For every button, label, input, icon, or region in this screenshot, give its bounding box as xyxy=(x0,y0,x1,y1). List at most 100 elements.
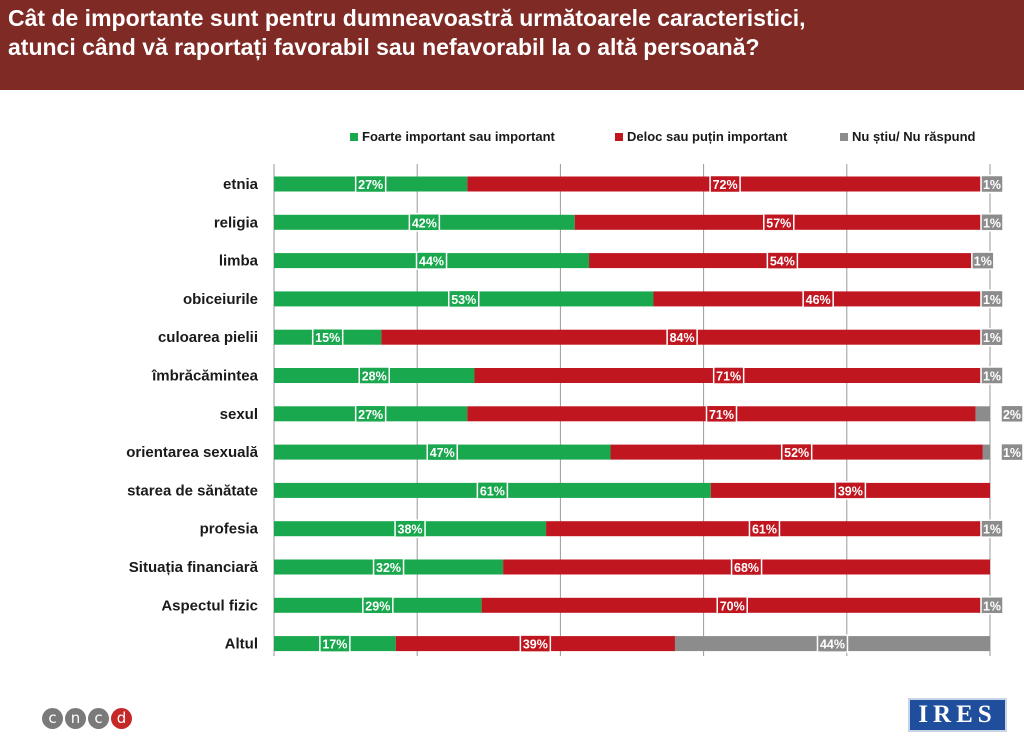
data-label: 1% xyxy=(983,599,1001,613)
data-label: 27% xyxy=(358,408,383,422)
data-label-box xyxy=(980,327,1004,347)
data-label-box xyxy=(709,174,741,194)
data-label-box xyxy=(763,213,795,232)
legend-label: Foarte important sau important xyxy=(362,129,556,144)
data-label: 53% xyxy=(451,293,476,307)
data-label-box xyxy=(705,404,738,424)
data-label-box xyxy=(519,634,552,653)
data-label: 57% xyxy=(766,216,791,230)
category-label: Aspectul fizic xyxy=(161,597,258,614)
data-label: 32% xyxy=(376,561,401,575)
legend-label: Deloc sau puțin important xyxy=(627,129,788,144)
data-label: 29% xyxy=(365,599,390,613)
data-label-box xyxy=(426,442,459,462)
data-label: 71% xyxy=(716,370,741,384)
category-label: orientarea sexuală xyxy=(126,444,258,461)
data-label-box xyxy=(394,519,426,538)
data-label-box xyxy=(816,634,849,653)
data-label: 39% xyxy=(523,638,548,652)
cncd-logo-letter: c xyxy=(88,708,109,729)
data-label: 72% xyxy=(713,178,738,192)
category-label: obiceiurile xyxy=(183,291,258,308)
category-label: etnia xyxy=(223,176,259,193)
data-label-box xyxy=(372,557,405,577)
data-label: 1% xyxy=(983,216,1001,230)
legend-swatch xyxy=(615,133,623,141)
bar-segment xyxy=(982,444,990,460)
header-banner: Cât de importante sunt pentru dumneavoas… xyxy=(0,0,1024,90)
data-label-box xyxy=(1000,442,1024,462)
data-label: 1% xyxy=(983,523,1001,537)
data-label-box xyxy=(415,251,448,270)
category-label: îmbrăcămintea xyxy=(151,368,259,385)
data-label-box xyxy=(980,519,1004,538)
data-label: 47% xyxy=(430,446,455,460)
data-label-box xyxy=(408,213,441,232)
data-label-box xyxy=(476,481,509,500)
cncd-logo-letter: n xyxy=(65,708,86,729)
category-label: starea de sănătate xyxy=(127,482,258,499)
data-label-box xyxy=(802,289,834,309)
data-label: 1% xyxy=(1003,446,1021,460)
data-label: 1% xyxy=(983,178,1001,192)
data-label-box xyxy=(362,596,394,615)
category-label: religia xyxy=(214,214,259,231)
category-label: sexul xyxy=(220,406,258,423)
data-label-box xyxy=(712,366,745,385)
data-label-box xyxy=(319,634,351,653)
data-label: 39% xyxy=(838,484,863,498)
data-label-box xyxy=(980,289,1004,309)
page-title-line-1: Cât de importante sunt pentru dumneavoas… xyxy=(8,5,806,31)
legend-swatch xyxy=(840,133,848,141)
data-label-box xyxy=(354,404,387,424)
data-label: 61% xyxy=(480,484,505,498)
data-label-box xyxy=(666,327,698,347)
data-label: 84% xyxy=(670,331,695,345)
data-label-box xyxy=(834,481,867,500)
category-label: limba xyxy=(219,253,259,270)
cncd-logo-letter: d xyxy=(111,708,132,729)
data-label-box xyxy=(980,596,1004,615)
data-label: 1% xyxy=(983,370,1001,384)
data-label: 2% xyxy=(1003,408,1021,422)
data-label-box xyxy=(980,366,1004,385)
category-label: Altul xyxy=(225,636,258,653)
data-label-box xyxy=(447,289,480,309)
data-label: 17% xyxy=(322,638,347,652)
data-label-box xyxy=(766,251,799,270)
data-label-box xyxy=(354,174,387,194)
data-label: 71% xyxy=(709,408,734,422)
data-label: 1% xyxy=(983,331,1001,345)
data-label: 70% xyxy=(720,599,745,613)
cncd-logo-letter: c xyxy=(42,708,63,729)
data-label-box xyxy=(780,442,813,462)
data-label: 27% xyxy=(358,178,383,192)
data-label-box xyxy=(358,366,390,385)
data-label: 46% xyxy=(806,293,831,307)
data-label: 42% xyxy=(412,216,437,230)
data-label-box xyxy=(748,519,781,538)
ires-logo: IRES xyxy=(908,698,1007,732)
data-label: 38% xyxy=(398,523,423,537)
data-label-box xyxy=(971,251,995,270)
legend-label: Nu știu/ Nu răspund xyxy=(852,129,976,144)
category-label: Situația financiară xyxy=(129,559,259,576)
category-label: culoarea pielii xyxy=(158,329,258,346)
data-label: 68% xyxy=(734,561,759,575)
data-label-box xyxy=(980,213,1004,232)
data-label-box xyxy=(716,596,748,615)
data-label-box xyxy=(311,327,344,347)
page-title-line-2: atunci când vă raportați favorabil sau n… xyxy=(8,34,760,60)
data-label: 1% xyxy=(983,293,1001,307)
bar-segment xyxy=(975,406,990,422)
data-label: 1% xyxy=(974,255,992,269)
data-label: 61% xyxy=(752,523,777,537)
data-label: 28% xyxy=(362,370,387,384)
data-label: 44% xyxy=(419,255,444,269)
data-label-box xyxy=(1000,404,1024,424)
data-label: 15% xyxy=(315,331,340,345)
legend-swatch xyxy=(350,133,358,141)
cncd-logo: c n c d xyxy=(42,708,132,732)
data-label: 44% xyxy=(820,638,845,652)
